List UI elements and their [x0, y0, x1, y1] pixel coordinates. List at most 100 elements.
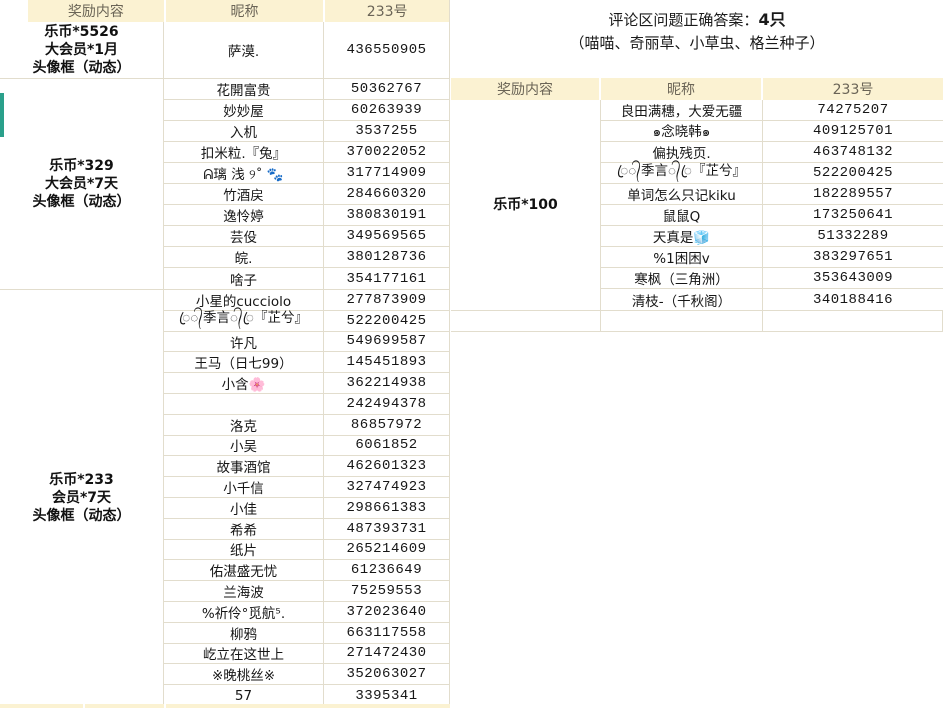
nickname-cell[interactable]: 天真是🧊 [601, 226, 763, 246]
reward-cell[interactable]: 乐币*233 会员*7天 头像框（动态） [0, 290, 164, 706]
id-cell[interactable]: 436550905 [346, 42, 427, 58]
id-cell[interactable]: 522200425 [812, 165, 894, 181]
id-cell[interactable]: 409125701 [812, 123, 894, 139]
empty-reward-cell[interactable] [451, 311, 601, 331]
id-cell[interactable]: 362214938 [346, 375, 427, 392]
id-cell[interactable]: 284660320 [346, 186, 427, 202]
nickname-cell[interactable]: 57 [164, 685, 324, 706]
header-cell-reward[interactable]: 奖励内容 [451, 78, 599, 100]
id-cell[interactable]: 522200425 [346, 312, 427, 329]
id-cell[interactable]: 463748132 [812, 144, 894, 160]
nickname-cell[interactable]: 单词怎么只记kiku [601, 184, 763, 204]
id-cell[interactable]: 352063027 [346, 666, 427, 683]
id-cell[interactable]: 340188416 [812, 291, 894, 308]
empty-id-cell[interactable] [763, 311, 943, 331]
id-cell[interactable]: 271472430 [346, 645, 427, 662]
nickname-cell[interactable]: 妙妙屋 [164, 100, 324, 120]
reward-cell[interactable]: 乐币*5526 大会员*1月 头像框（动态） [0, 22, 164, 78]
nickname-cell[interactable]: 啥子 [164, 268, 324, 289]
id-cell[interactable]: 6061852 [355, 437, 418, 454]
id-cell[interactable]: 663117558 [346, 624, 427, 641]
empty-table-row[interactable] [451, 311, 943, 332]
id-cell[interactable]: 60263939 [350, 102, 423, 118]
reward-line: 大会员*1月 [44, 42, 119, 58]
nickname-cell[interactable]: ๑念晓韩๑ [601, 121, 763, 141]
id-cell[interactable]: 353643009 [812, 270, 894, 286]
nickname-cell[interactable]: 兰海波 [164, 581, 324, 601]
header-cell-reward[interactable]: 奖励内容 [28, 0, 164, 22]
nickname-cell[interactable]: 柳鸦 [164, 622, 324, 643]
nickname-cell[interactable]: 佑湛盛无忧 [164, 560, 324, 580]
id-cell[interactable]: 380128736 [346, 249, 427, 265]
header-cell-id[interactable]: 233号 [763, 78, 943, 100]
id-cell[interactable]: 173250641 [812, 207, 894, 223]
id-cell[interactable]: 462601323 [346, 458, 427, 475]
id-cell[interactable]: 3537255 [355, 123, 418, 139]
reward-section: 乐币*233 会员*7天 头像框（动态） 小星的cucciolo 277873909ꦿ᭄… [0, 290, 449, 707]
id-cell[interactable]: 50362767 [350, 81, 423, 97]
nickname-cell[interactable]: 竹酒戻 [164, 184, 324, 204]
id-cell[interactable]: 242494378 [346, 395, 427, 412]
table-row: 单词怎么只记kiku 182289557 [601, 184, 943, 205]
nickname-cell[interactable]: 小吴 [164, 435, 324, 455]
id-cell[interactable]: 3395341 [355, 687, 418, 704]
id-cell[interactable]: 61236649 [350, 562, 423, 579]
nickname-cell[interactable]: 皖. [164, 247, 324, 267]
id-cell[interactable]: 75259553 [350, 583, 423, 600]
nickname-cell[interactable]: 入机 [164, 121, 324, 141]
id-cell[interactable]: 86857972 [350, 416, 423, 433]
nickname-cell[interactable]: ꦿ᭄季言᭄ꦿ『芷兮』 [601, 163, 763, 183]
header-cell-id[interactable]: 233号 [325, 0, 449, 22]
nickname-cell[interactable]: 许凡 [164, 331, 324, 352]
id-cell[interactable]: 380830191 [346, 207, 427, 223]
nickname-cell[interactable]: 小佳 [164, 497, 324, 518]
nickname-cell[interactable]: 故事酒馆 [164, 456, 324, 476]
id-cell[interactable]: 383297651 [812, 249, 894, 265]
id-cell[interactable]: 487393731 [346, 520, 427, 537]
nickname-cell[interactable]: 屹立在这世上 [164, 643, 324, 663]
header-cell-nickname[interactable]: 昵称 [601, 78, 761, 100]
answer-note[interactable]: 评论区问题正确答案：4只 （喵喵、奇丽草、小草虫、格兰种子） [451, 8, 943, 55]
id-cell[interactable]: 277873909 [346, 291, 427, 308]
reward-cell[interactable]: 乐币*329 大会员*7天 头像框（动态） [0, 79, 164, 289]
id-cell[interactable]: 298661383 [346, 499, 427, 516]
nickname-cell[interactable]: ꦿ᭄季言᭄ꦿ『芷兮』 [164, 310, 324, 331]
nickname-cell[interactable]: %1困困v [601, 247, 763, 267]
id-cell[interactable]: 549699587 [346, 333, 427, 350]
id-cell[interactable]: 372023640 [346, 603, 427, 620]
nickname-cell[interactable]: 逸怜婷 [164, 205, 324, 225]
nickname-cell[interactable]: 良田满穗，大爱无疆 [601, 100, 763, 120]
nickname-cell[interactable]: 小星的cucciolo [164, 290, 324, 310]
nickname-cell[interactable]: 清枝-（千秋阁） [601, 289, 763, 310]
nickname-cell[interactable]: 希希 [164, 518, 324, 539]
empty-nickname-cell[interactable] [601, 311, 763, 331]
id-cell[interactable]: 370022052 [346, 144, 427, 160]
nickname-cell[interactable]: 芸伇 [164, 226, 324, 246]
nickname-cell[interactable]: 小含🌸 [164, 373, 324, 393]
nickname-cell[interactable]: 纸片 [164, 539, 324, 559]
nickname-cell[interactable]: 洛克 [164, 414, 324, 435]
id-cell[interactable]: 354177161 [346, 270, 427, 287]
nickname-cell[interactable]: %祈伶°觅航⁵. [164, 601, 324, 622]
nickname-cell[interactable]: 偏执残页. [601, 142, 763, 162]
nickname-cell[interactable]: 花開富贵 [164, 79, 324, 99]
id-cell[interactable]: 317714909 [346, 165, 427, 181]
nickname-cell[interactable] [164, 393, 324, 414]
header-cell-nickname[interactable]: 昵称 [165, 0, 324, 22]
id-cell[interactable]: 182289557 [812, 186, 894, 202]
id-cell[interactable]: 265214609 [346, 541, 427, 558]
nickname-cell[interactable]: 萨漠. [164, 22, 324, 78]
nickname-cell[interactable]: 鼠鼠Q [601, 205, 763, 225]
nickname-cell[interactable]: ※晚桃丝※ [164, 664, 324, 684]
reward-cell[interactable]: 乐币*100 [451, 100, 601, 310]
id-cell[interactable]: 74275207 [817, 102, 889, 118]
id-cell[interactable]: 327474923 [346, 479, 427, 496]
nickname-cell[interactable]: 小千信 [164, 477, 324, 497]
nickname-cell[interactable]: 扣米粒.『兔』 [164, 142, 324, 162]
id-cell[interactable]: 145451893 [346, 354, 427, 371]
nickname-cell[interactable]: 王马（日七99） [164, 352, 324, 372]
id-cell[interactable]: 51332289 [817, 228, 889, 244]
id-cell[interactable]: 349569565 [346, 228, 427, 244]
nickname-cell[interactable]: 寒枫（三角洲） [601, 268, 763, 288]
nickname-cell[interactable]: ᕱ璃 浅 ୨˚ 🐾 [164, 163, 324, 183]
